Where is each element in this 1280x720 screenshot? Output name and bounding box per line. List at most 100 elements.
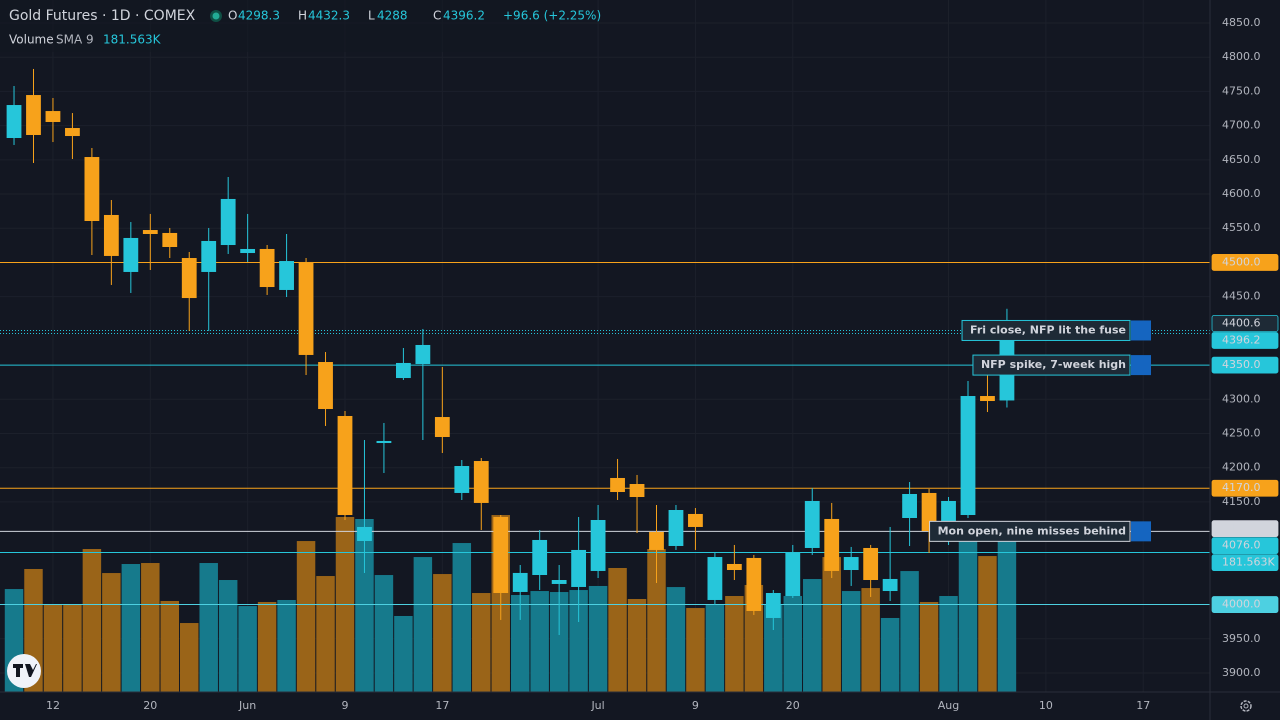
ohlc-label: H xyxy=(298,9,307,23)
candle-body xyxy=(610,477,625,493)
x-tick-label: 9 xyxy=(341,699,348,712)
candle-body xyxy=(707,557,723,600)
candle-body xyxy=(103,214,119,256)
change: +96.6 (+2.25%) xyxy=(503,9,601,23)
logo[interactable] xyxy=(7,654,41,688)
y-tick-label: 4700.0 xyxy=(1222,119,1261,132)
volume-bar xyxy=(472,593,491,692)
note-text: Fri close, NFP lit the fuse xyxy=(970,323,1126,336)
candle-body xyxy=(571,549,587,587)
chart-title: Gold Futures · 1D · COMEX xyxy=(9,8,196,24)
candle-body xyxy=(512,572,528,592)
candle-body xyxy=(337,415,353,515)
ohlc-value: 4288 xyxy=(377,9,408,23)
logo-mark xyxy=(13,664,37,677)
candle-body xyxy=(629,484,645,498)
ohlc-value: 4298.3 xyxy=(238,9,280,23)
candle-body xyxy=(181,258,197,299)
volume-bar xyxy=(744,584,764,692)
sma-label: SMA 9 xyxy=(56,33,94,47)
volume-bar xyxy=(666,587,686,692)
volume-bar xyxy=(374,575,394,692)
candle-body xyxy=(123,237,139,272)
candle-body xyxy=(785,552,801,597)
candle-body xyxy=(84,157,100,221)
volume-bar xyxy=(588,585,608,692)
y-tick-label: 4300.0 xyxy=(1222,392,1261,405)
gear[interactable] xyxy=(1240,700,1252,712)
candle-body xyxy=(804,500,820,548)
logo-badge[interactable] xyxy=(7,654,41,688)
candle-body xyxy=(532,539,548,576)
price-label-text: 4396.2 xyxy=(1222,333,1261,346)
note-handle xyxy=(1131,320,1151,341)
volume-bar xyxy=(82,549,102,692)
candle-body xyxy=(357,526,372,541)
volume-bar xyxy=(316,576,335,692)
y-tick-label: 4600.0 xyxy=(1222,187,1261,200)
note: Fri close, NFP lit the fuse xyxy=(961,319,1151,341)
x-tick-label: 12 xyxy=(46,699,60,712)
volume-bar xyxy=(997,534,1017,692)
x-tick-label: 17 xyxy=(435,699,449,712)
y-tick-label: 4550.0 xyxy=(1222,221,1261,234)
x-tick-label: 17 xyxy=(1136,699,1150,712)
price-label-text: 4350.0 xyxy=(1222,358,1261,371)
y-tick-label: 4250.0 xyxy=(1222,427,1261,440)
candle-body xyxy=(142,230,158,234)
y-tick-label: 4150.0 xyxy=(1222,495,1261,508)
candle-body xyxy=(649,531,664,550)
candle-body xyxy=(980,396,995,402)
candle-body xyxy=(298,261,314,355)
candle-body xyxy=(162,232,178,247)
volume-bar xyxy=(452,543,472,692)
volume-bar xyxy=(841,591,861,692)
y-tick-label: 4650.0 xyxy=(1222,153,1261,166)
price-label xyxy=(1211,596,1279,613)
volume-bar xyxy=(627,598,647,692)
candle-body xyxy=(259,248,275,288)
volume-bar xyxy=(783,596,803,692)
gear-hub xyxy=(1243,703,1249,709)
y-tick-label: 4450.0 xyxy=(1222,290,1261,303)
volume-bar xyxy=(141,563,160,692)
candle-body xyxy=(902,493,917,519)
ohlc-value: 4432.3 xyxy=(308,9,350,23)
volume-bar xyxy=(861,588,880,692)
volume-bar xyxy=(160,600,180,692)
candle-body xyxy=(746,557,762,611)
volume-bar xyxy=(238,606,257,692)
ohlc-label: O xyxy=(228,9,237,23)
volume-bar xyxy=(549,592,569,692)
volume-bar xyxy=(63,604,82,692)
volume-bar xyxy=(355,519,374,692)
volume-bar xyxy=(257,601,277,692)
price-label-text: 4400.6 xyxy=(1222,316,1261,329)
settings-button[interactable] xyxy=(1240,700,1252,712)
volume-bar xyxy=(939,596,958,692)
x-tick-label: Jul xyxy=(590,699,604,712)
price-label-text: 4107.0 xyxy=(1222,522,1261,535)
x-tick-label: 10 xyxy=(1039,699,1053,712)
candle-body xyxy=(551,579,567,584)
candle-body xyxy=(960,396,976,515)
x-tick-label: 20 xyxy=(143,699,157,712)
y-tick-label: 3900.0 xyxy=(1222,666,1261,679)
candle-body xyxy=(824,518,840,571)
price-label xyxy=(1211,332,1279,349)
volume-bar xyxy=(764,604,783,692)
note-handle xyxy=(1131,355,1151,376)
volume-bar xyxy=(880,617,900,692)
x-tick-label: 9 xyxy=(692,699,699,712)
price-label xyxy=(1211,254,1279,271)
volume-bar xyxy=(433,574,452,692)
volume-bar xyxy=(958,520,978,692)
ohlc-value: 4396.2 xyxy=(443,9,485,23)
note-handle xyxy=(1131,521,1151,542)
candle-body xyxy=(688,513,703,527)
candle-body xyxy=(26,95,41,135)
ohlc-label: C xyxy=(433,9,441,23)
candle-body xyxy=(473,461,489,503)
note: Mon open, nine misses behind xyxy=(929,520,1151,542)
